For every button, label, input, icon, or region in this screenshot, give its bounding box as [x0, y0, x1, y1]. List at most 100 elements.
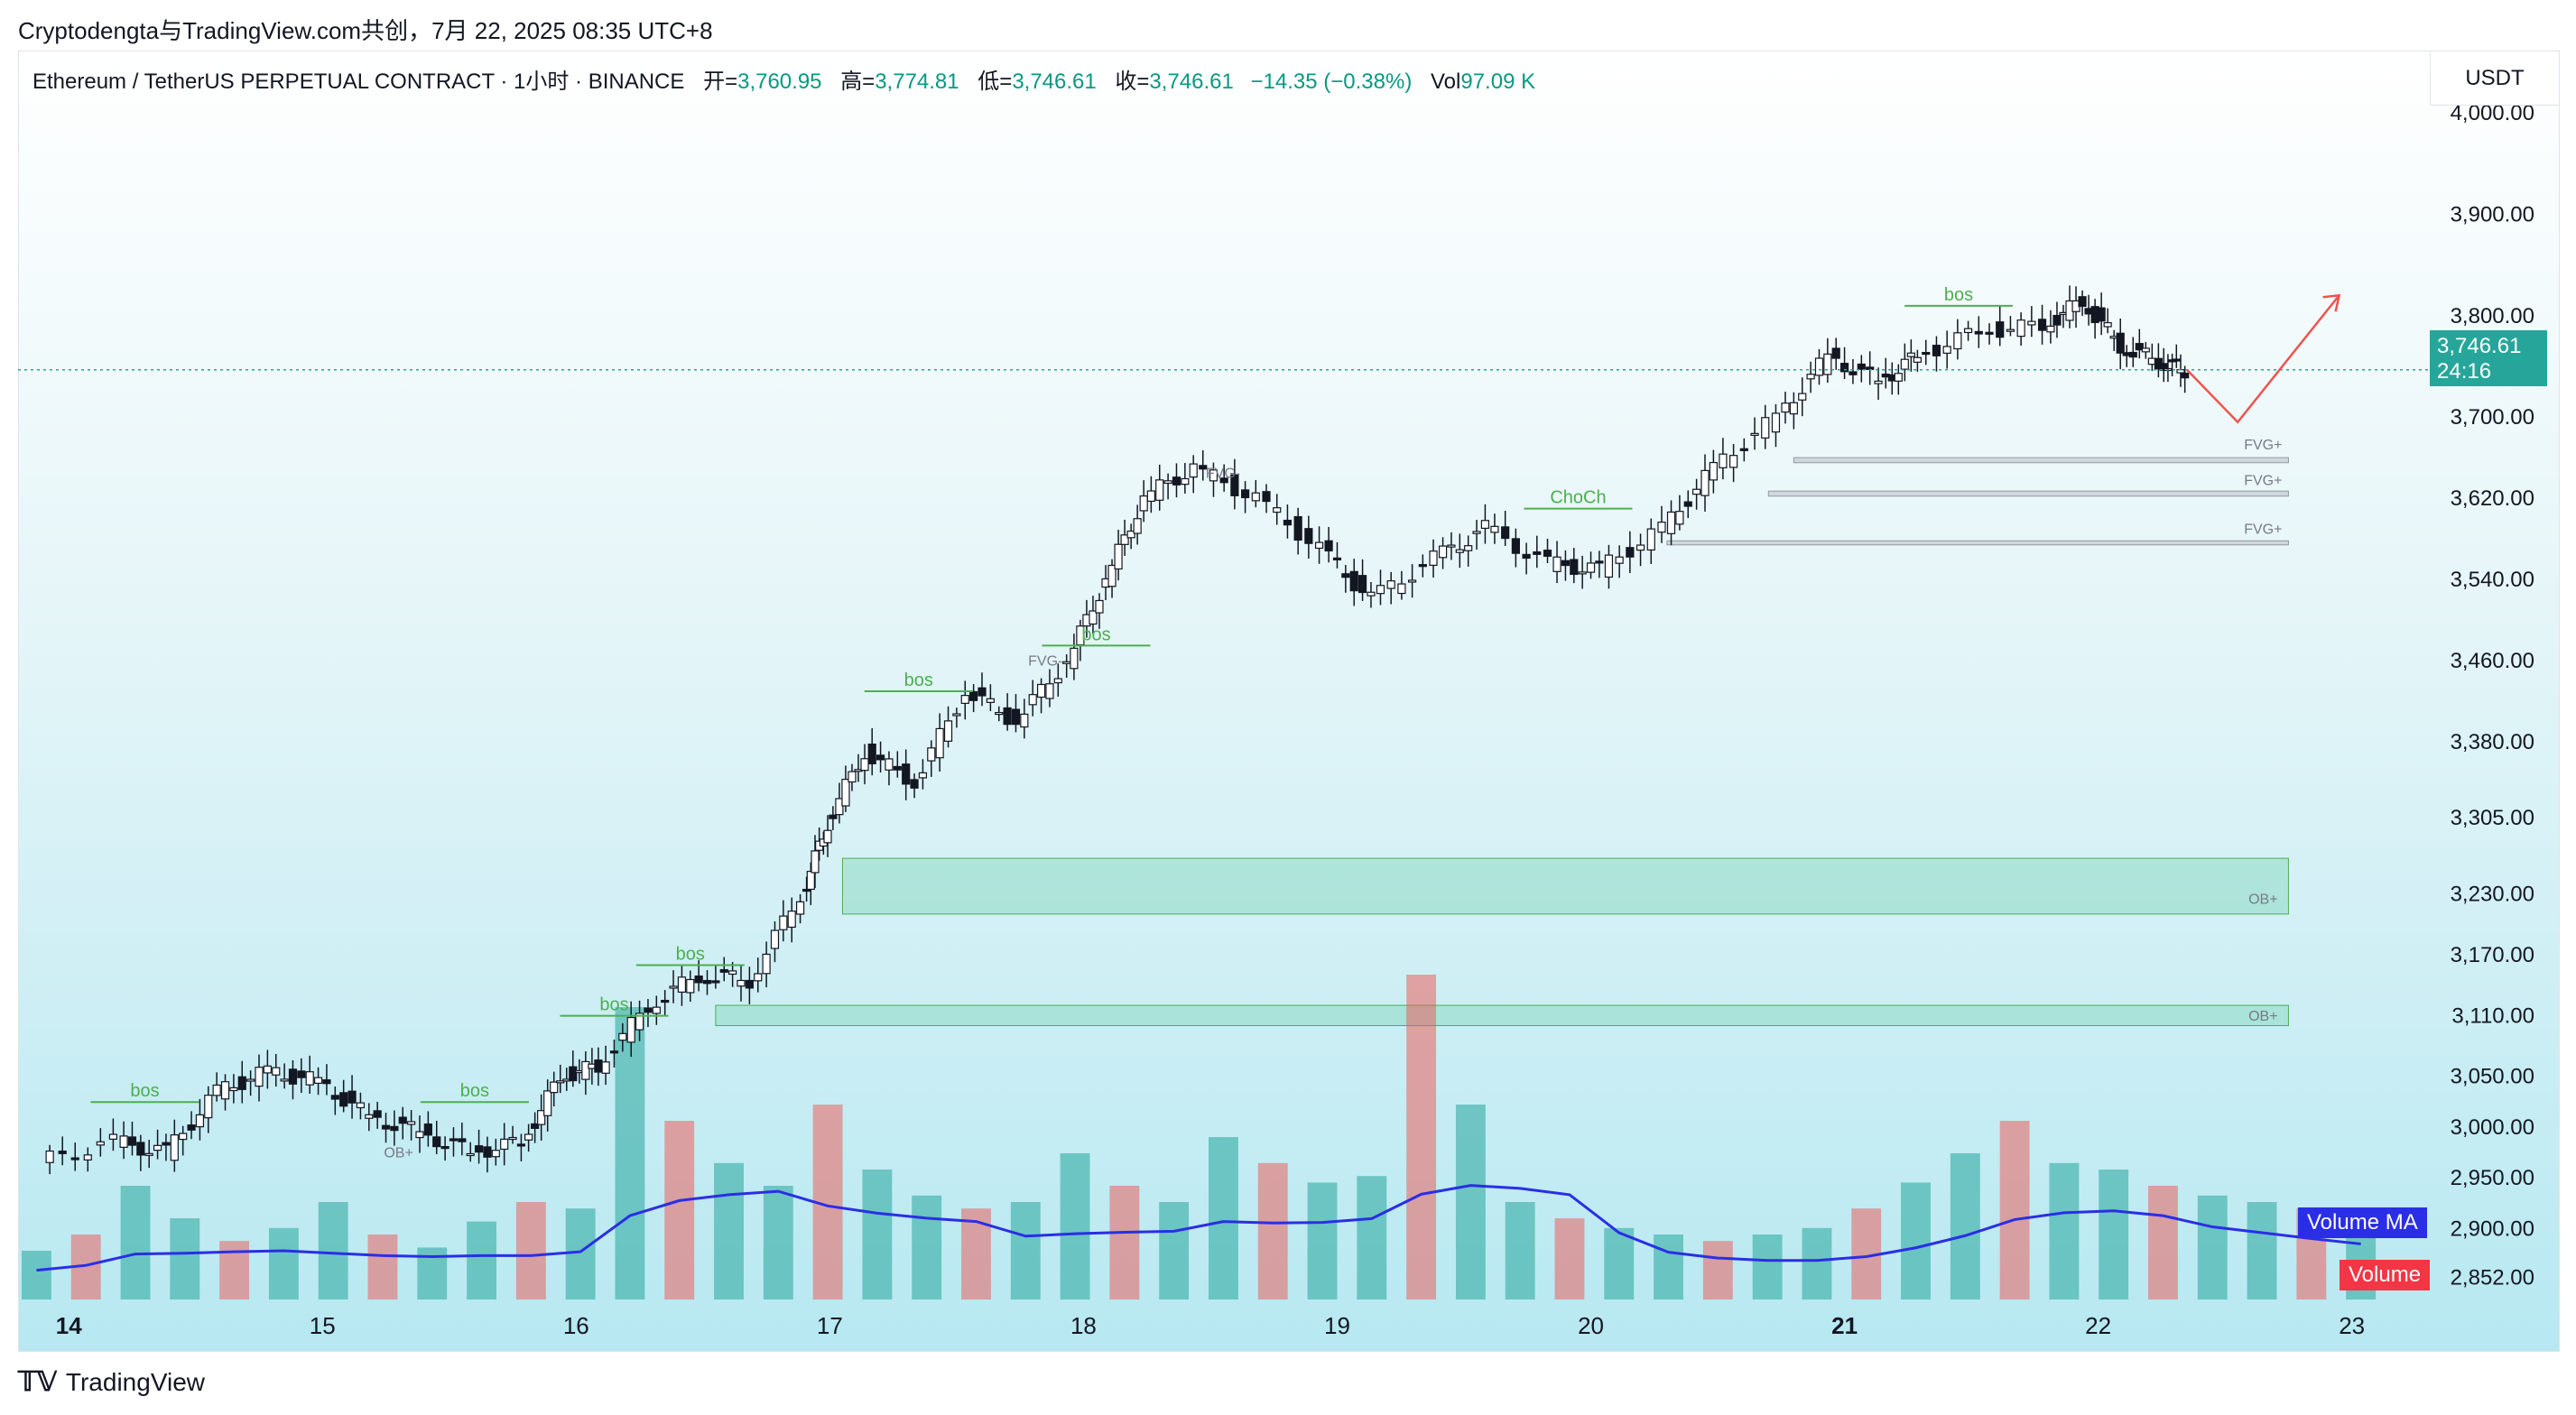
volume-bar [1950, 1153, 1980, 1299]
candle-body [1874, 380, 1883, 384]
volume-bar [1406, 975, 1437, 1299]
annotation-bos: bos [1944, 285, 1973, 305]
y-axis-tick-label: 3,305.00 [2451, 806, 2534, 830]
candle-body [1251, 492, 1260, 502]
candle-body [2027, 320, 2036, 326]
candle-body [1963, 328, 1973, 334]
candle-body [935, 727, 944, 759]
candle-body [2172, 358, 2181, 362]
volume-bar [2197, 1195, 2228, 1299]
volume-bar [1010, 1202, 1041, 1299]
candle-body [581, 1060, 590, 1080]
candle-body [618, 1032, 627, 1041]
candle-body [960, 695, 969, 704]
candle-body [1036, 683, 1046, 698]
candle-body [2103, 322, 2112, 328]
candle-body [1219, 477, 1228, 484]
candle-body [263, 1065, 272, 1074]
volume-bar [367, 1235, 398, 1299]
candle-body [1472, 531, 1481, 534]
volume-bar [664, 1121, 695, 1299]
last-price-tag: 3,746.61 24:16 [2430, 330, 2547, 386]
annotation-bos: bos [904, 671, 933, 690]
candle-body [1314, 541, 1324, 550]
volume-indicator-label[interactable]: Volume [2340, 1260, 2431, 1290]
candle-body [711, 980, 720, 984]
volume-bar [1060, 1153, 1090, 1299]
candle-body [745, 979, 754, 989]
candle-body [2006, 328, 2015, 332]
candle-body [1700, 469, 1710, 496]
candle-body [661, 999, 670, 1003]
chart-area[interactable] [18, 51, 2560, 1352]
candle-body [1831, 347, 1840, 359]
candle-body [1781, 402, 1790, 413]
candle-body [795, 901, 805, 915]
candle-body [1438, 545, 1448, 559]
x-axis-tick-label: 20 [1578, 1312, 1604, 1339]
brand[interactable]: 𝕋𝕍 TradingView [18, 1366, 205, 1398]
x-axis-tick-label: 15 [310, 1312, 336, 1339]
annotation-fvg-: FVG- [1028, 654, 1062, 670]
candle-body [347, 1090, 357, 1104]
candle-body [1480, 520, 1490, 529]
candle-body [1932, 345, 1941, 356]
candle-body [212, 1084, 221, 1096]
candle-body [2097, 307, 2106, 322]
candle-body [381, 1124, 391, 1130]
candle-body [556, 1080, 565, 1084]
candle-body [1586, 562, 1596, 573]
candle-body [1181, 477, 1190, 486]
candle-body [2141, 347, 2150, 353]
candle-body [910, 779, 919, 789]
candle-body [339, 1092, 348, 1107]
candle-body [449, 1138, 459, 1142]
candle-body [1814, 357, 1824, 376]
candle-body [1003, 707, 1012, 726]
volume-bar [615, 1007, 645, 1299]
y-axis-tick-label: 3,900.00 [2451, 202, 2534, 227]
candle-body [524, 1133, 533, 1141]
candle-body [1163, 480, 1172, 485]
candle-body [594, 1059, 603, 1073]
candle-body [187, 1124, 196, 1131]
candle-body [770, 929, 780, 949]
volume-ma-label[interactable]: Volume MA [2298, 1207, 2427, 1238]
volume-bar [219, 1241, 250, 1299]
candle-body [829, 814, 838, 819]
volume-bar [1802, 1227, 1832, 1299]
symbol-title[interactable]: Ethereum / TetherUS PERPETUAL CONTRACT ·… [32, 69, 685, 94]
candle-body [220, 1081, 230, 1100]
candle-body [1133, 518, 1142, 534]
candle-body [1789, 402, 1798, 415]
x-axis-tick-label: 19 [1324, 1312, 1350, 1339]
volume-bar [22, 1251, 51, 1299]
currency-selector[interactable]: USDT [2430, 52, 2559, 106]
candle-body [1750, 432, 1759, 436]
y-axis-tick-label: 3,620.00 [2451, 486, 2534, 511]
candle-body [1857, 363, 1866, 370]
annotation-ob-plus: OB+ [2248, 1009, 2277, 1024]
symbol-legend: Ethereum / TetherUS PERPETUAL CONTRACT ·… [32, 63, 1535, 95]
candle-body [1262, 491, 1271, 503]
volume-bar [1455, 1105, 1486, 1299]
candle-body [136, 1142, 145, 1156]
candle-body [694, 976, 703, 984]
y-axis-tick-label: 3,700.00 [2451, 405, 2534, 430]
candle-body [500, 1138, 509, 1151]
candle-body [96, 1141, 105, 1146]
volume-bar [862, 1170, 893, 1299]
annotation-ob-plus: OB+ [2248, 892, 2277, 908]
candle-body [390, 1125, 399, 1132]
volume-value: 97.09 K [1460, 69, 1536, 94]
candle-body [737, 979, 746, 987]
zone-obplus-1 [715, 1004, 2289, 1027]
candle-body [569, 1066, 578, 1082]
annotation-bos: bos [599, 995, 628, 1015]
candle-body [466, 1152, 475, 1157]
candle-body [2116, 332, 2125, 354]
candle-body [1367, 591, 1376, 597]
volume-bar [1901, 1182, 1931, 1299]
candle-body [1501, 526, 1510, 540]
